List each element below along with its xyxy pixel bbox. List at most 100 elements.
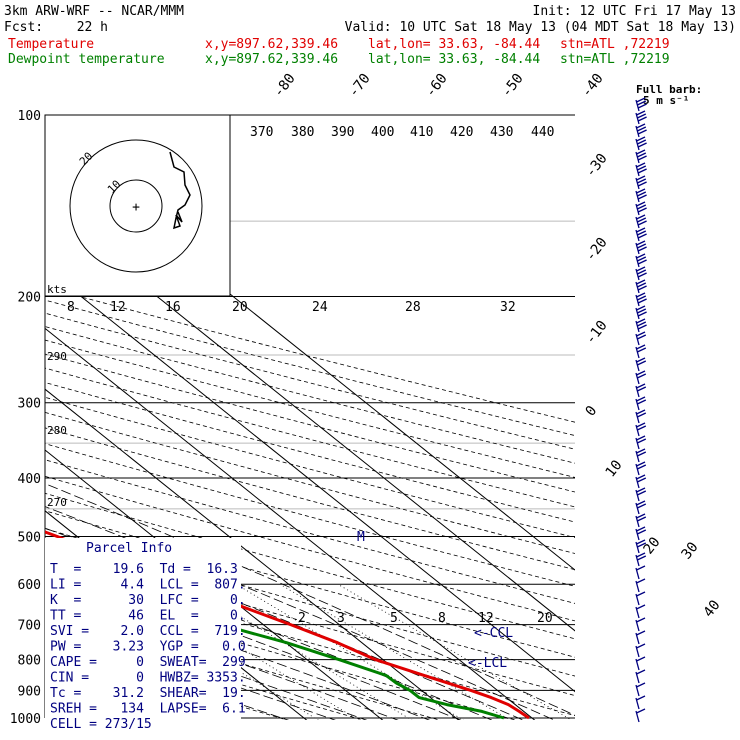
hodograph: 20 10 + kts — [44, 114, 231, 297]
theta-e-label: 370 — [250, 125, 273, 140]
dry-adiabat-line — [45, 492, 575, 640]
mixing-ratio-label: 24 — [312, 300, 328, 315]
mixing-ratio-line — [279, 583, 511, 720]
isotherm-label: -70 — [346, 71, 374, 101]
theta-e-labels: 370 380 390 400 410 420 430 440 — [250, 125, 554, 140]
theta-e-label: 400 — [371, 125, 394, 140]
isotherm-label: 40 — [701, 597, 724, 620]
wind-barb — [635, 604, 646, 619]
wind-barb — [635, 695, 646, 710]
wind-barb — [635, 487, 647, 502]
wind-barb — [635, 565, 646, 580]
legend-dewpoint-name: Dewpoint temperature — [8, 52, 165, 67]
legend-dewpoint-station: stn=ATL ,72219 — [560, 52, 670, 67]
mixing-ratio-label: 32 — [500, 300, 516, 315]
mixing-ratio-label: 16 — [165, 300, 181, 315]
parcel-info-row: SVI = 2.0 CCL = 719. — [50, 624, 246, 639]
isotherm-line — [45, 327, 536, 720]
wind-barb — [635, 409, 647, 424]
wind-barb — [635, 110, 647, 125]
parcel-info-box: Parcel Info T = 19.6 Td = 16.3LI = 4.4 L… — [45, 538, 246, 732]
barb-legend-units: 5 m s⁻¹ — [643, 94, 689, 107]
theta-e-label: 430 — [490, 125, 513, 140]
mixing-ratio-label: 12 — [478, 611, 494, 626]
hodograph-ring-10 — [109, 179, 163, 233]
pressure-tick-label: 1000 — [10, 712, 41, 727]
parcel-info-row: T = 19.6 Td = 16.3 — [50, 562, 238, 577]
mixing-ratio-label: 12 — [110, 300, 126, 315]
wind-barb — [635, 292, 647, 307]
wind-barb — [635, 448, 647, 463]
hodograph-frame — [44, 114, 231, 297]
wind-barb — [635, 591, 646, 606]
init-time: Init: 12 UTC Fri 17 May 13 — [533, 4, 737, 19]
wind-barb — [635, 630, 646, 645]
wind-barb — [635, 344, 647, 359]
dry-adiabat-line — [45, 326, 575, 464]
isotherm-line — [45, 449, 384, 720]
isotherm-label: -60 — [423, 71, 451, 101]
mixing-ratio-label: 8 — [438, 611, 446, 626]
isotherm-line — [45, 266, 575, 693]
parcel-info-background — [45, 538, 241, 720]
lcl-marker: <-LCL — [468, 656, 507, 671]
legend-dewpoint-coords: x,y=897.62,339.46 — [205, 52, 338, 67]
pressure-tick-label: 900 — [18, 684, 41, 699]
wind-barb — [635, 279, 647, 294]
barb-legend-title: Full barb: — [636, 83, 702, 96]
parcel-info-row: SREH = 134 LAPSE= 6.1 — [50, 702, 246, 717]
parcel-info-row: PW = 3.23 YGP = 0.0 — [50, 640, 246, 655]
wind-barb — [635, 669, 646, 684]
wind-barb — [635, 149, 647, 164]
wind-barb — [635, 240, 647, 255]
hodograph-origin-marker: + — [132, 200, 140, 215]
wind-barb — [635, 214, 647, 229]
mixing-ratio-labels-lower: 2 3 5 8 12 20 — [298, 611, 553, 626]
model-title: 3km ARW-WRF -- NCAR/MMM — [4, 4, 184, 19]
wind-barbs — [635, 97, 647, 723]
parcel-info-title: Parcel Info — [86, 541, 172, 556]
wind-barb — [635, 227, 647, 242]
isotherm-label: -30 — [583, 151, 611, 181]
pressure-tick-label: 300 — [18, 397, 41, 412]
isotherm-line — [0, 115, 16, 731]
wind-barb — [635, 253, 647, 268]
pressure-tick-label: 100 — [18, 109, 41, 124]
valid-time: Valid: 10 UTC Sat 18 May 13 (04 MDT Sat … — [345, 20, 736, 35]
isotherm-label: -40 — [579, 71, 607, 101]
mixing-ratio-label: 5 — [390, 611, 398, 626]
wind-barb — [635, 201, 647, 216]
wind-barb — [635, 266, 647, 281]
wind-barb — [635, 435, 647, 450]
pressure-tick-label: 600 — [18, 578, 41, 593]
wind-barb — [635, 656, 646, 671]
wind-barb — [635, 370, 647, 385]
theta-labels: 290 280 270 — [47, 350, 67, 509]
wind-barb — [635, 474, 647, 489]
dry-adiabat-line — [45, 286, 575, 423]
mixing-ratio-label: 8 — [67, 300, 75, 315]
hodograph-trace — [169, 151, 191, 230]
mixing-ratio-label: 20 — [232, 300, 248, 315]
hodograph-units: kts — [47, 283, 67, 296]
theta-e-label: 440 — [531, 125, 554, 140]
legend-temperature-station: stn=ATL ,72219 — [560, 37, 670, 52]
theta-e-label: 380 — [291, 125, 314, 140]
wind-barb — [635, 188, 647, 203]
isotherm-label: -80 — [271, 71, 299, 101]
pressure-tick-label: 700 — [18, 619, 41, 634]
isotherm-label: 0 — [583, 403, 601, 419]
pressure-tick-label: 800 — [18, 654, 41, 669]
isotherm-label: -10 — [583, 318, 611, 348]
dry-adiabat-line — [45, 443, 575, 587]
parcel-info-row: Tc = 31.2 SHEAR= 19. — [50, 686, 246, 701]
theta-e-label: 410 — [410, 125, 433, 140]
pressure-tick-label: 200 — [18, 291, 41, 306]
isotherm-label: -20 — [583, 235, 611, 265]
parcel-info-row: CIN = 0 HWBZ= 3353. — [50, 671, 246, 686]
wind-barb — [635, 136, 647, 151]
wind-barb — [635, 175, 647, 190]
pressure-tick-label: 500 — [18, 530, 41, 545]
wind-barb — [635, 682, 646, 697]
